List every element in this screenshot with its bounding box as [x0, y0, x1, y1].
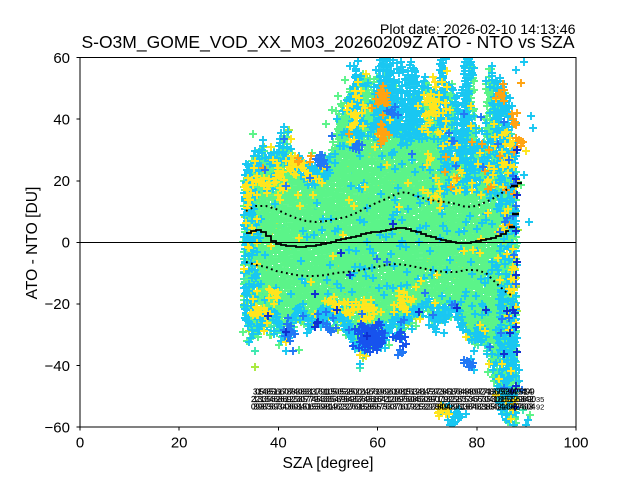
- svg-text:40: 40: [270, 435, 287, 452]
- svg-text:40: 40: [53, 111, 70, 128]
- svg-text:212313354662866192253305777495: 2123133546628661922533057774954333355487…: [251, 395, 537, 404]
- svg-text:039938735697304036608145016555: 0399387356973040366081450165556988114962…: [251, 403, 536, 412]
- svg-text:−40: −40: [45, 358, 70, 375]
- svg-text:SZA [degree]: SZA [degree]: [282, 455, 373, 472]
- svg-text:20: 20: [171, 435, 188, 452]
- svg-text:20: 20: [53, 173, 70, 190]
- svg-text:0: 0: [62, 235, 70, 252]
- svg-text:−20: −20: [45, 296, 70, 313]
- svg-text:Plot date: 2026-02-10 14:13:46: Plot date: 2026-02-10 14:13:46: [380, 22, 576, 38]
- svg-text:S-O3M_GOME_VOD_XX_M03_20260209: S-O3M_GOME_VOD_XX_M03_20260209Z ATO - NT…: [81, 32, 574, 53]
- svg-text:80: 80: [468, 435, 485, 452]
- svg-text:92: 92: [536, 403, 544, 412]
- svg-text:ATO - NTO [DU]: ATO - NTO [DU]: [24, 187, 41, 300]
- svg-text:60: 60: [53, 50, 70, 67]
- svg-text:60: 60: [369, 435, 386, 452]
- svg-text:301546855161670878430833313176: 3015468551616708784308333131769111055005…: [253, 388, 535, 397]
- svg-text:100: 100: [563, 435, 588, 452]
- svg-text:35: 35: [536, 395, 544, 404]
- svg-text:0: 0: [76, 435, 84, 452]
- svg-text:−60: −60: [45, 419, 70, 436]
